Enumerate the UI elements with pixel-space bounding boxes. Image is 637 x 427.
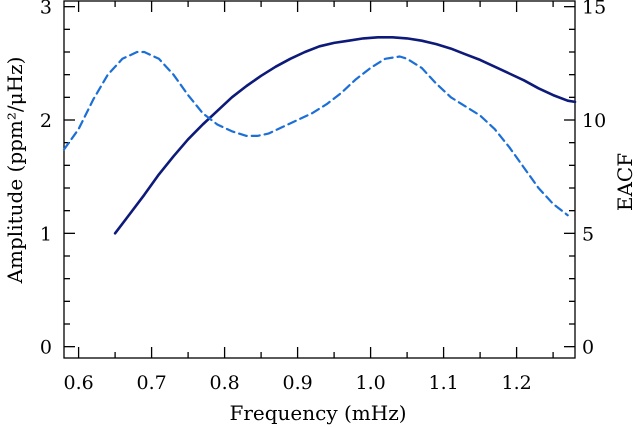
- x-axis-title: Frequency (mHz): [229, 401, 406, 425]
- tick-labels: 0.6 0.7 0.8 0.9 1.0 1.1 1.2 0 1 2 3 0 5 10 15: [40, 0, 606, 394]
- y-left-tick-label: 3: [40, 0, 52, 19]
- y-axis-right-title: EACF: [613, 153, 637, 211]
- y-axis-left-title: Amplitude (ppm²/μHz): [3, 57, 27, 285]
- y-left-tick-label: 0: [40, 337, 52, 359]
- x-tick-label: 0.6: [63, 372, 93, 394]
- x-tick-label: 1.2: [501, 372, 531, 394]
- y-left-tick-label: 2: [40, 110, 52, 132]
- x-tick-label: 1.0: [355, 372, 385, 394]
- y-left-tick-label: 1: [40, 223, 52, 245]
- x-tick-label: 0.9: [282, 372, 312, 394]
- y-right-tick-label: 10: [582, 110, 606, 132]
- axis-ticks: [64, 1, 575, 358]
- y-right-tick-label: 5: [582, 223, 594, 245]
- x-tick-label: 0.7: [136, 372, 166, 394]
- series-solid-line: [113, 35, 577, 235]
- data-series-group: [62, 35, 577, 235]
- series-dashed-line: [62, 50, 569, 217]
- y-right-tick-label: 0: [582, 337, 594, 359]
- x-tick-label: 0.8: [209, 372, 239, 394]
- x-tick-label: 1.1: [428, 372, 458, 394]
- y-right-tick-label: 15: [582, 0, 606, 19]
- plot-frame: [63, 0, 576, 359]
